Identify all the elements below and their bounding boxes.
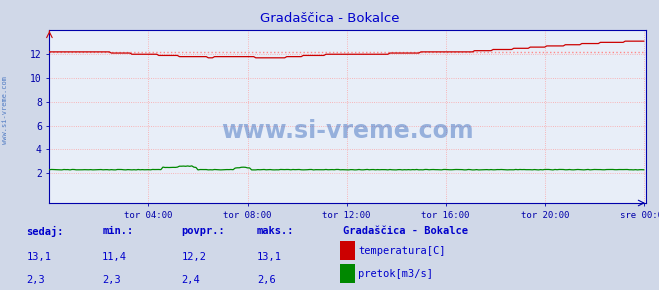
Text: 2,6: 2,6 <box>257 276 275 285</box>
Text: 2,4: 2,4 <box>181 276 200 285</box>
Text: min.:: min.: <box>102 226 133 236</box>
Text: 11,4: 11,4 <box>102 252 127 262</box>
Text: pretok[m3/s]: pretok[m3/s] <box>358 269 434 279</box>
Text: www.si-vreme.com: www.si-vreme.com <box>2 76 9 144</box>
Text: Gradaščica - Bokalce: Gradaščica - Bokalce <box>343 226 468 236</box>
Text: maks.:: maks.: <box>257 226 295 236</box>
Text: sedaj:: sedaj: <box>26 226 64 237</box>
Text: temperatura[C]: temperatura[C] <box>358 246 446 256</box>
Text: povpr.:: povpr.: <box>181 226 225 236</box>
Text: Gradaščica - Bokalce: Gradaščica - Bokalce <box>260 12 399 25</box>
Text: 2,3: 2,3 <box>102 276 121 285</box>
Text: www.si-vreme.com: www.si-vreme.com <box>221 119 474 142</box>
Text: 12,2: 12,2 <box>181 252 206 262</box>
Text: 13,1: 13,1 <box>257 252 282 262</box>
Text: 13,1: 13,1 <box>26 252 51 262</box>
Text: 2,3: 2,3 <box>26 276 45 285</box>
